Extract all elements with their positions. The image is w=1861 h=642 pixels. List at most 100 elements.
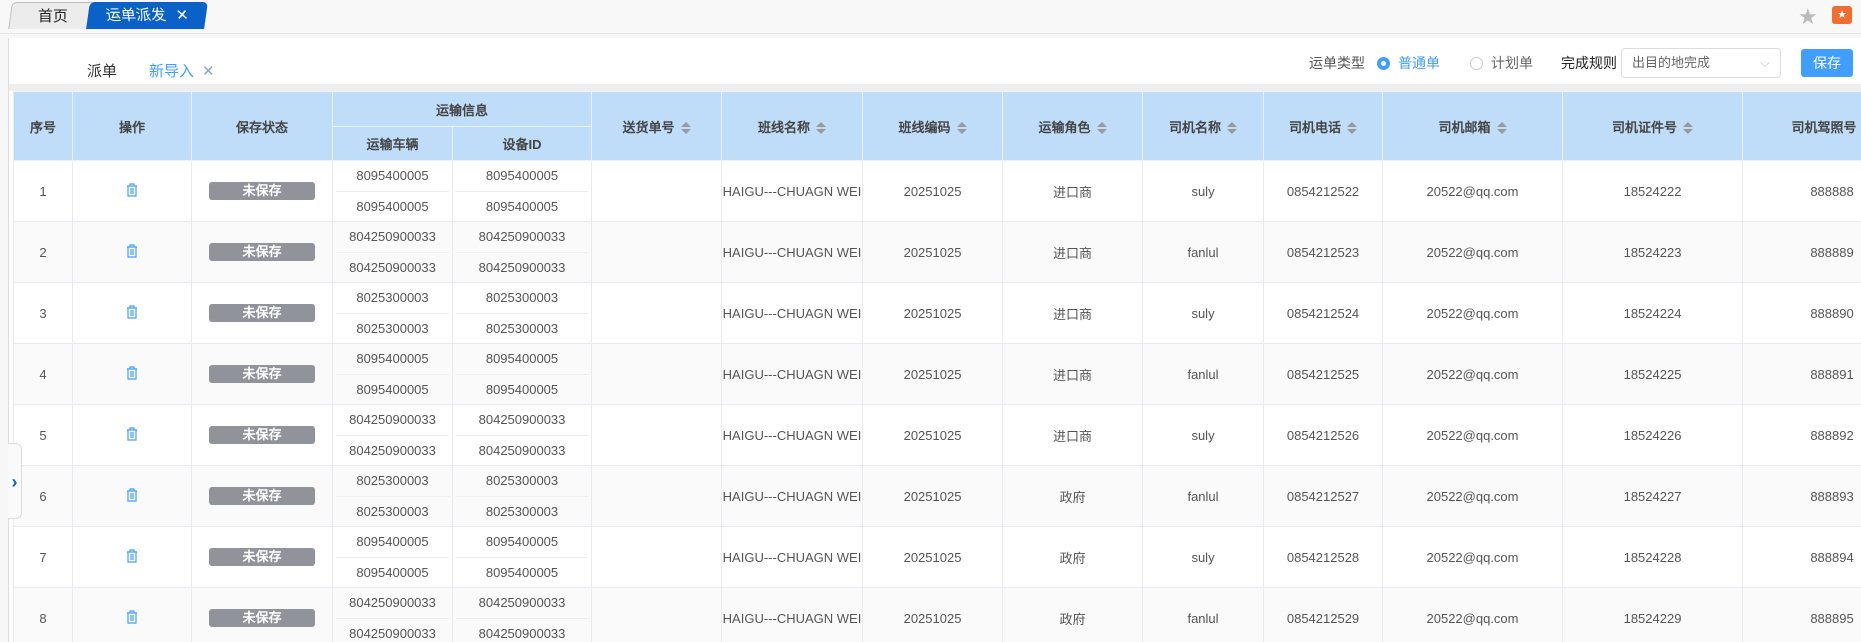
save-button[interactable]: 保存 (1801, 49, 1853, 77)
device-value: 8095400005 (485, 381, 559, 397)
trash-icon[interactable] (126, 243, 138, 258)
trash-icon[interactable] (126, 365, 138, 380)
cell-status: 未保存 (191, 587, 333, 642)
cell-role: 进口商 (1002, 282, 1144, 344)
cell-driver-name: suly (1142, 160, 1265, 222)
cell-driver-phone: 0854212526 (1263, 404, 1384, 466)
table-row[interactable]: 1 未保存 8095400005 8095400005 8095400005 809540… (13, 160, 1861, 222)
cell-device: 804250900033 804250900033 (451, 404, 593, 466)
close-icon[interactable]: ✕ (202, 63, 215, 80)
sort-icon[interactable] (816, 122, 827, 135)
completion-rule-select[interactable]: 出目的地完成 ⌵ (1621, 48, 1781, 78)
tab-waybill-dispatch[interactable]: 运单派发 ✕ (86, 2, 208, 29)
cell-delivery-no (591, 526, 723, 588)
radio-normal-label[interactable]: 普通单 (1398, 55, 1440, 71)
sort-icon[interactable] (1096, 122, 1107, 135)
favorites-folder-icon[interactable]: ★ (1832, 6, 1852, 24)
sort-icon[interactable] (1683, 122, 1694, 135)
cell-action (72, 343, 192, 405)
table-row[interactable]: 4 未保存 8095400005 8095400005 8095400005 809540… (13, 343, 1861, 405)
header-driver-id[interactable]: 司机证件号 (1562, 91, 1744, 161)
header-delivery-no[interactable]: 送货单号 (591, 91, 723, 161)
radio-plan[interactable] (1470, 56, 1483, 70)
cell-line-name: HAIGU---CHUAGN WEI (721, 404, 864, 466)
trash-icon[interactable] (126, 426, 138, 441)
table-row[interactable]: 5 未保存 804250900033 804250900033 804250900033… (13, 404, 1861, 466)
cell-line-code: 20251025 (862, 160, 1004, 222)
cell-driver-license: 888894 (1742, 526, 1861, 588)
vehicle-value: 8095400005 (336, 161, 449, 192)
cell-delivery-no (591, 343, 723, 405)
header-label: 司机名称 (1169, 119, 1222, 135)
header-label: 司机邮箱 (1438, 119, 1491, 135)
vehicle-value: 804250900033 (349, 625, 436, 641)
cell-action (72, 160, 192, 222)
header-driver-phone[interactable]: 司机电话 (1263, 91, 1384, 161)
trash-icon[interactable] (126, 609, 138, 624)
vehicle-value: 804250900033 (349, 442, 436, 458)
vehicle-value: 8095400005 (336, 527, 449, 558)
table-row[interactable]: 3 未保存 8025300003 8025300003 8025300003 802530… (13, 282, 1861, 344)
status-badge: 未保存 (209, 243, 315, 261)
tab-home[interactable]: 首页 (8, 2, 98, 29)
radio-normal[interactable] (1377, 56, 1390, 70)
trash-icon[interactable] (126, 487, 138, 502)
sort-icon[interactable] (1227, 122, 1238, 135)
cell-line-code: 20251025 (862, 282, 1004, 344)
cell-line-code: 20251025 (862, 343, 1004, 405)
device-value: 804250900033 (478, 259, 566, 275)
vehicle-value: 8095400005 (356, 564, 429, 580)
cell-driver-id: 18524228 (1562, 526, 1744, 588)
cell-line-name: HAIGU---CHUAGN WEI (721, 526, 864, 588)
vehicle-value: 804250900033 (336, 405, 449, 436)
cell-role: 进口商 (1002, 221, 1144, 283)
device-value: 804250900033 (456, 588, 589, 619)
header-driver-email[interactable]: 司机邮箱 (1382, 91, 1564, 161)
table-row[interactable]: 8 未保存 804250900033 804250900033 804250900033… (13, 587, 1861, 642)
status-badge: 未保存 (209, 426, 315, 444)
device-value: 8095400005 (456, 527, 589, 558)
device-value: 8025300003 (485, 320, 559, 336)
subtab-dispatch[interactable]: 派单 (87, 63, 118, 80)
cell-vehicle: 8095400005 8095400005 (332, 160, 453, 222)
cell-index: 2 (13, 221, 73, 283)
table-row[interactable]: 2 未保存 804250900033 804250900033 804250900033… (13, 221, 1861, 283)
star-icon[interactable]: ★ (1798, 4, 1818, 29)
trash-icon[interactable] (126, 304, 138, 319)
table-row[interactable]: 7 未保存 8095400005 8095400005 8095400005 809540… (13, 526, 1861, 588)
device-value: 8025300003 (456, 466, 589, 497)
sort-icon[interactable] (1496, 122, 1507, 135)
cell-device: 8095400005 8095400005 (451, 526, 593, 588)
completion-rule-value: 出目的地完成 (1632, 55, 1711, 70)
header-driver-name[interactable]: 司机名称 (1142, 91, 1265, 161)
device-value: 804250900033 (456, 222, 589, 253)
cell-driver-license: 888895 (1742, 587, 1861, 642)
sub-tabs: 派单 新导入 ✕ (75, 60, 229, 86)
cell-driver-id: 18524225 (1562, 343, 1744, 405)
sort-icon[interactable] (680, 122, 691, 135)
header-role[interactable]: 运输角色 (1002, 91, 1144, 161)
sidebar-expand-handle[interactable]: › (8, 443, 22, 519)
header-line-name[interactable]: 班线名称 (721, 91, 864, 161)
device-value: 8095400005 (456, 344, 589, 375)
trash-icon[interactable] (126, 182, 138, 197)
status-badge: 未保存 (209, 609, 315, 627)
waybill-table[interactable]: 序号 操作 保存状态 运输信息 送货单号 班线名称 班线编码 运输角色 司机名称… (13, 91, 1861, 642)
table-row[interactable]: 6 未保存 8025300003 8025300003 8025300003 802530… (13, 465, 1861, 527)
sort-icon[interactable] (956, 122, 967, 135)
header-label: 司机驾照号 (1791, 119, 1857, 135)
radio-plan-label[interactable]: 计划单 (1491, 55, 1533, 71)
trash-icon[interactable] (126, 548, 138, 563)
cell-status: 未保存 (191, 404, 333, 466)
sort-icon[interactable] (1347, 122, 1358, 135)
subtab-new-import[interactable]: 新导入 ✕ (135, 60, 229, 86)
cell-driver-id: 18524226 (1562, 404, 1744, 466)
header-line-code[interactable]: 班线编码 (862, 91, 1004, 161)
close-icon[interactable]: ✕ (174, 7, 190, 24)
cell-vehicle: 8095400005 8095400005 (332, 343, 453, 405)
cell-index: 3 (13, 282, 73, 344)
cell-driver-phone: 0854212527 (1263, 465, 1384, 527)
header-driver-license[interactable]: 司机驾照号 (1742, 91, 1861, 161)
cell-driver-name: fanlul (1142, 587, 1265, 642)
cell-line-name: HAIGU---CHUAGN WEI (721, 221, 864, 283)
